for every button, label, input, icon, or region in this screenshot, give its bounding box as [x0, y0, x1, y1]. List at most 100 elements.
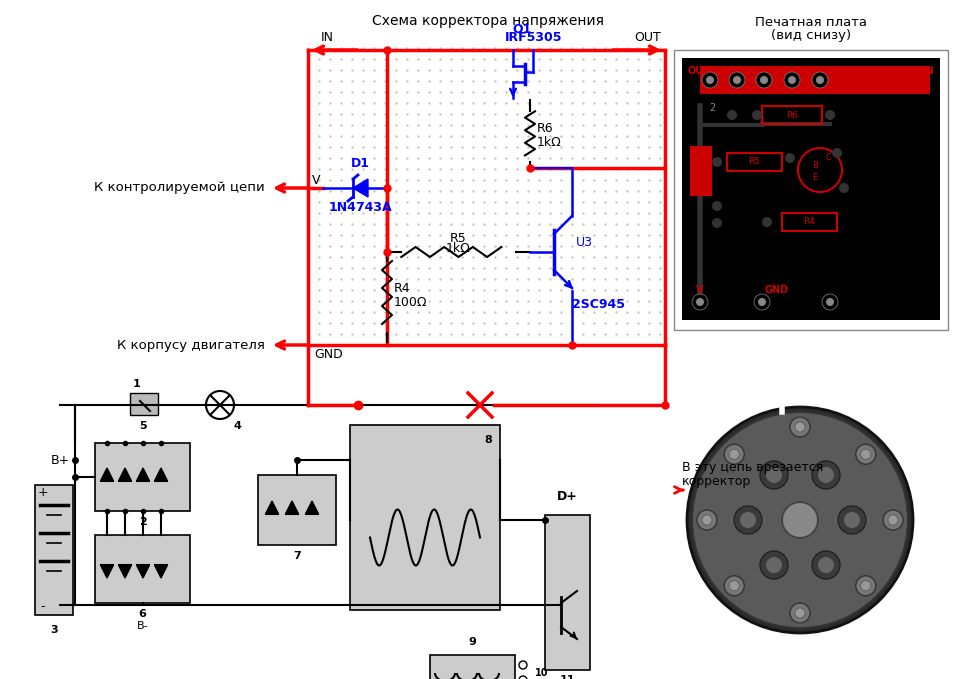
Text: OUT: OUT	[635, 31, 661, 44]
Text: 8: 8	[484, 435, 492, 445]
Bar	[130, 393, 158, 415]
Circle shape	[724, 444, 744, 464]
Circle shape	[730, 449, 739, 459]
Text: 1kΩ: 1kΩ	[446, 242, 470, 255]
Circle shape	[883, 510, 903, 530]
Bar	[762, 106, 822, 124]
Bar	[682, 58, 940, 320]
Circle shape	[812, 72, 828, 88]
Text: В эту цепь врезается: В эту цепь врезается	[682, 462, 824, 475]
Text: B-: B-	[136, 621, 148, 631]
Circle shape	[760, 461, 788, 489]
Bar	[545, 515, 590, 670]
Circle shape	[839, 183, 849, 193]
Circle shape	[687, 407, 913, 633]
Bar	[430, 655, 515, 679]
Circle shape	[812, 551, 840, 579]
Text: R6: R6	[537, 122, 554, 135]
Circle shape	[754, 294, 770, 310]
Circle shape	[832, 148, 842, 158]
Text: 2SC945: 2SC945	[572, 297, 625, 310]
Text: 2: 2	[138, 517, 146, 527]
Text: 5: 5	[138, 421, 146, 431]
Polygon shape	[286, 501, 299, 513]
Circle shape	[861, 449, 871, 459]
Circle shape	[756, 72, 772, 88]
Circle shape	[795, 608, 805, 618]
Text: 11: 11	[560, 675, 575, 679]
Bar	[258, 475, 336, 545]
Circle shape	[838, 506, 866, 534]
Polygon shape	[353, 179, 368, 197]
Text: GND: GND	[765, 285, 789, 295]
Text: 1N4743A: 1N4743A	[328, 201, 392, 214]
Circle shape	[788, 76, 796, 84]
Text: R4: R4	[804, 217, 815, 227]
Polygon shape	[119, 566, 132, 578]
Text: -: -	[40, 600, 45, 614]
Circle shape	[888, 515, 898, 525]
Text: B+: B+	[51, 454, 70, 466]
Circle shape	[733, 76, 741, 84]
Text: 2: 2	[708, 103, 715, 113]
Circle shape	[752, 110, 762, 120]
Text: R5: R5	[748, 158, 760, 166]
Bar	[782, 213, 837, 231]
Text: корректор: корректор	[682, 475, 752, 488]
Text: R6: R6	[786, 111, 798, 120]
Text: V: V	[696, 285, 704, 295]
Circle shape	[766, 557, 782, 573]
Circle shape	[727, 110, 737, 120]
Circle shape	[785, 153, 795, 163]
Polygon shape	[155, 468, 167, 481]
Circle shape	[696, 298, 704, 306]
Circle shape	[758, 298, 766, 306]
Circle shape	[766, 467, 782, 483]
Text: IN: IN	[923, 66, 934, 76]
Text: B: B	[812, 160, 818, 170]
Bar	[690, 146, 712, 196]
Circle shape	[760, 76, 768, 84]
Circle shape	[730, 581, 739, 591]
Bar	[95, 535, 190, 603]
Bar	[95, 443, 190, 511]
Bar	[727, 153, 782, 171]
Text: +: +	[37, 486, 48, 500]
Circle shape	[692, 412, 908, 628]
Text: 1kΩ: 1kΩ	[537, 136, 562, 149]
Text: Схема корректора напряжения: Схема корректора напряжения	[372, 14, 604, 28]
Text: Q1: Q1	[512, 22, 532, 35]
Circle shape	[855, 444, 876, 464]
Text: U3: U3	[576, 236, 593, 249]
Circle shape	[702, 72, 718, 88]
Text: К контролируемой цепи: К контролируемой цепи	[94, 181, 265, 194]
Bar	[350, 425, 500, 610]
Polygon shape	[101, 566, 113, 578]
Polygon shape	[136, 468, 150, 481]
Polygon shape	[266, 501, 278, 513]
Circle shape	[734, 506, 762, 534]
Text: D1: D1	[350, 157, 370, 170]
Text: К корпусу двигателя: К корпусу двигателя	[117, 339, 265, 352]
Circle shape	[782, 502, 818, 538]
Text: 7: 7	[293, 551, 300, 561]
Circle shape	[812, 461, 840, 489]
Circle shape	[822, 294, 838, 310]
Circle shape	[861, 581, 871, 591]
Circle shape	[519, 661, 527, 669]
Text: OUT: OUT	[688, 66, 710, 76]
Polygon shape	[155, 566, 167, 578]
Text: 10: 10	[535, 668, 548, 678]
Circle shape	[697, 510, 717, 530]
Circle shape	[790, 603, 810, 623]
Circle shape	[816, 76, 824, 84]
Circle shape	[740, 512, 756, 528]
Circle shape	[702, 515, 712, 525]
Circle shape	[844, 512, 860, 528]
Text: IRF5305: IRF5305	[505, 31, 563, 44]
Text: E: E	[812, 174, 818, 183]
Text: Печатная плата: Печатная плата	[755, 16, 867, 29]
Circle shape	[712, 218, 722, 228]
Polygon shape	[305, 501, 319, 513]
Circle shape	[855, 576, 876, 595]
